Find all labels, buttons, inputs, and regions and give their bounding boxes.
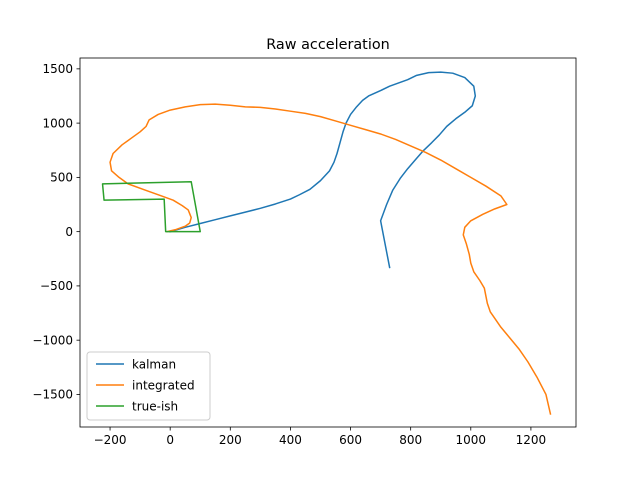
x-tick-label: 1000 [456,433,487,447]
x-tick-label: 800 [399,433,422,447]
legend-label-integrated: integrated [132,378,195,392]
x-tick-label: 200 [219,433,242,447]
y-tick-label: −1000 [32,333,73,347]
chart-title: Raw acceleration [266,37,390,53]
axes-layer: −200 0 200 400 600 800 1000 1200 −1500 −1000 −500 0… [32,57,577,447]
y-tick-label: 500 [50,171,73,185]
legend-label-true-ish: true-ish [132,399,178,413]
series-line-kalman [169,71,477,269]
series-line-integrated [109,103,552,415]
x-tick-label: 400 [279,433,302,447]
y-tick-label: 0 [65,225,73,239]
series-line-true-ish [101,180,201,233]
x-tick-label: −200 [94,433,127,447]
plot-frame [79,57,577,428]
legend-label-kalman: kalman [132,357,176,371]
y-tick-label: 1000 [42,116,73,130]
legend-box [86,351,211,421]
x-tick-label: 600 [339,433,362,447]
y-tick-label: 1500 [42,62,73,76]
x-tick-label: 1200 [516,433,547,447]
x-tick-label: 0 [166,433,174,447]
legend: kalman integrated true-ish [86,351,211,421]
y-tick-label: −1500 [32,388,73,402]
series-layer [101,71,552,415]
y-tick-label: −500 [40,279,73,293]
